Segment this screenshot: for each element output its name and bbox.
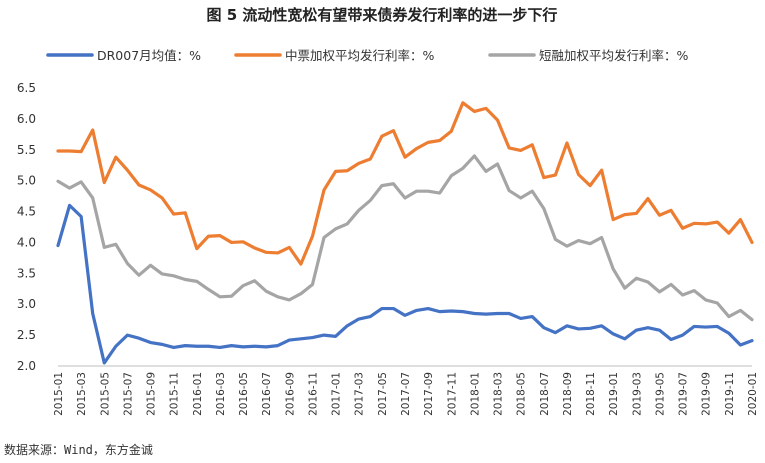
y-tick-label: 4.5 [17,205,36,219]
x-tick-label: 2015-07 [122,372,134,416]
x-tick-label: 2015-01 [53,372,65,416]
y-tick-label: 4.0 [17,235,36,249]
x-tick-label: 2017-01 [331,372,343,416]
y-tick-label: 6.5 [17,81,36,95]
series-group [56,101,754,365]
x-axis: 2015-01 2015-03 2015-05 2015-07 2015-09 2015-… [53,365,759,416]
legend-label-dr007: DR007月均值：% [97,48,201,63]
legend-label-mtn: 中票加权平均发行利率：% [285,48,435,63]
x-tick-label: 2017-07 [400,372,412,416]
x-tick-label: 2016-07 [261,372,273,416]
x-tick-label: 2017-05 [377,372,389,416]
x-tick-label: 2018-09 [562,372,574,416]
x-tick-label: 2015-05 [99,372,111,416]
x-tick-label: 2018-05 [516,372,528,416]
x-tick-label: 2016-11 [307,372,319,416]
x-tick-label: 2015-03 [76,372,88,416]
x-tick-label: 2017-03 [354,372,366,416]
y-tick-label: 5.5 [17,143,36,157]
x-tick-label: 2018-03 [493,372,505,416]
x-tick-label: 2018-01 [469,372,481,416]
x-tick-label: 2016-01 [192,372,204,416]
series-line-dr007 [56,203,754,365]
x-tick-label: 2019-01 [608,372,620,416]
chart-source: 数据来源：Wind，东方金诚 [4,442,153,457]
x-tick-label: 2016-05 [238,372,250,416]
legend-label-cp: 短融加权平均发行利率：% [539,48,689,63]
x-tick-label: 2019-07 [678,372,690,416]
x-tick-label: 2016-03 [215,372,227,416]
y-tick-label: 5.0 [17,174,36,188]
y-tick-label: 2.0 [17,359,36,373]
x-tick-label: 2019-05 [654,372,666,416]
x-tick-label: 2017-09 [423,372,435,416]
x-tick-label: 2015-09 [146,372,158,416]
x-tick-label: 2020-01 [747,372,759,416]
y-tick-label: 6.0 [17,112,36,126]
x-tick-label: 2018-07 [539,372,551,416]
x-tick-label: 2019-09 [701,372,713,416]
y-axis: 2.0 2.5 3.0 3.5 4.0 4.5 5.0 5.5 6.0 6.5 [17,81,36,373]
series-line-mtn [56,101,754,266]
y-tick-label: 3.0 [17,297,36,311]
y-tick-label: 2.5 [17,328,36,342]
chart-title: 图 5 流动性宽松有望带来债券发行利率的进一步下行 [207,6,558,24]
y-tick-label: 3.5 [17,266,36,280]
legend: DR007月均值：% 中票加权平均发行利率：% 短融加权平均发行利率：% [46,48,689,63]
x-tick-label: 2019-11 [724,372,736,416]
x-tick-label: 2015-11 [169,372,181,416]
x-tick-label: 2017-11 [446,372,458,416]
series-line-cp [56,154,754,322]
x-tick-label: 2018-11 [585,372,597,416]
x-tick-label: 2019-03 [631,372,643,416]
x-tick-label: 2016-09 [284,372,296,416]
